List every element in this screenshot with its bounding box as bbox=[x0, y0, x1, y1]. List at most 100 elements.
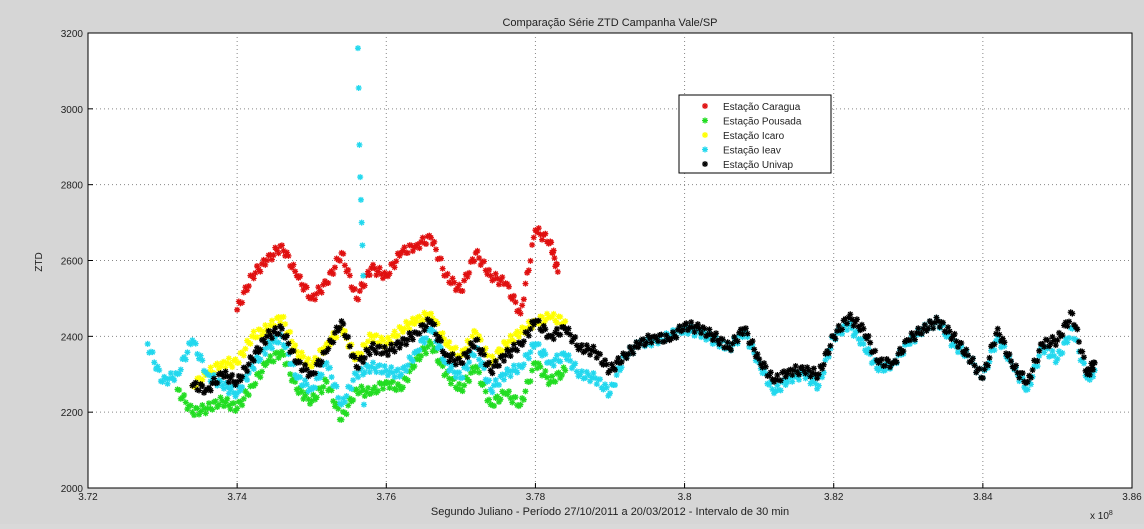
data-point-fill bbox=[602, 381, 609, 388]
data-point-fill bbox=[655, 338, 662, 345]
data-point-fill bbox=[520, 361, 527, 368]
data-point-fill bbox=[802, 375, 809, 382]
data-point-fill bbox=[192, 340, 199, 347]
data-point-fill bbox=[196, 411, 203, 418]
data-point-fill bbox=[507, 332, 514, 339]
data-point-fill bbox=[936, 323, 943, 330]
legend-marker bbox=[702, 146, 708, 153]
data-point-fill bbox=[312, 384, 319, 391]
data-point-fill bbox=[557, 331, 564, 338]
data-point-fill bbox=[333, 324, 340, 331]
data-point-fill bbox=[1066, 318, 1073, 325]
data-point-fill bbox=[179, 394, 186, 401]
data-point bbox=[308, 295, 315, 302]
data-point-fill bbox=[981, 366, 988, 373]
x-axis-label: Segundo Juliano - Período 27/10/2011 a 2… bbox=[431, 506, 789, 518]
data-point-fill bbox=[469, 333, 476, 340]
data-point bbox=[1054, 337, 1061, 344]
data-point-fill bbox=[199, 382, 206, 389]
data-point-fill bbox=[290, 361, 297, 368]
data-point-fill bbox=[512, 394, 519, 401]
data-point-fill bbox=[505, 283, 512, 290]
data-point-fill bbox=[551, 255, 558, 262]
data-point-fill bbox=[255, 349, 262, 356]
data-point-fill bbox=[345, 402, 352, 409]
data-point-fill bbox=[1046, 343, 1053, 350]
data-point bbox=[607, 367, 613, 374]
data-point-fill bbox=[759, 364, 766, 371]
data-point bbox=[353, 371, 360, 378]
data-point-fill bbox=[325, 279, 332, 286]
data-point bbox=[607, 390, 613, 397]
data-point-fill bbox=[663, 332, 670, 339]
data-point-fill bbox=[328, 374, 335, 381]
data-point-fill bbox=[396, 252, 403, 259]
data-point-fill bbox=[456, 355, 463, 362]
data-point-fill bbox=[340, 250, 347, 257]
data-point-fill bbox=[563, 329, 570, 336]
data-point-fill bbox=[850, 322, 857, 329]
data-point-fill bbox=[858, 336, 865, 343]
data-point-fill bbox=[381, 363, 388, 370]
data-point-fill bbox=[388, 341, 395, 348]
data-point-fill bbox=[466, 347, 473, 354]
legend-label: Estação Icaro bbox=[723, 131, 785, 142]
data-point-fill bbox=[895, 350, 902, 357]
data-point-fill bbox=[254, 334, 261, 341]
data-point-fill bbox=[194, 386, 201, 393]
data-point-fill bbox=[691, 328, 698, 335]
data-point-fill bbox=[408, 361, 415, 368]
x-tick-label: 3.78 bbox=[526, 492, 546, 503]
data-point-fill bbox=[376, 362, 383, 369]
data-point bbox=[234, 378, 241, 385]
data-point-fill bbox=[497, 396, 504, 403]
data-point-fill bbox=[177, 366, 184, 373]
data-point-fill bbox=[335, 394, 342, 401]
data-point-fill bbox=[217, 394, 224, 401]
data-point-fill bbox=[436, 334, 443, 341]
data-point-fill bbox=[1086, 376, 1093, 383]
data-point-fill bbox=[370, 359, 377, 366]
data-point-fill bbox=[593, 354, 600, 361]
data-point bbox=[263, 344, 270, 351]
data-point-fill bbox=[1059, 349, 1066, 356]
data-point-fill bbox=[812, 380, 819, 387]
data-point-fill bbox=[958, 343, 965, 350]
data-point bbox=[860, 340, 867, 347]
data-point-fill bbox=[240, 289, 247, 296]
data-point-fill bbox=[237, 387, 244, 394]
data-point-fill bbox=[857, 327, 864, 334]
data-point bbox=[815, 382, 822, 389]
data-point-fill bbox=[471, 368, 478, 375]
data-point-fill bbox=[709, 337, 716, 344]
data-point-fill bbox=[252, 348, 259, 355]
data-point-fill bbox=[270, 358, 277, 365]
data-point-fill bbox=[333, 334, 340, 341]
y-tick-label: 3000 bbox=[61, 105, 84, 116]
data-point-fill bbox=[202, 387, 209, 394]
data-point-fill bbox=[361, 393, 368, 400]
data-point-fill bbox=[1056, 348, 1063, 355]
data-point-fill bbox=[492, 270, 499, 277]
data-point-fill bbox=[572, 334, 579, 341]
data-point-fill bbox=[447, 365, 454, 372]
data-point-fill bbox=[585, 371, 592, 378]
legend-label: Estação Caragua bbox=[723, 102, 801, 113]
data-point-fill bbox=[766, 372, 773, 379]
data-point-fill bbox=[530, 360, 537, 367]
data-point-fill bbox=[689, 324, 696, 331]
data-point-fill bbox=[346, 272, 353, 279]
data-point-fill bbox=[1086, 371, 1093, 378]
data-point-fill bbox=[230, 378, 237, 385]
data-point bbox=[994, 325, 1001, 332]
data-point bbox=[323, 378, 330, 385]
data-point-fill bbox=[419, 321, 426, 328]
data-point-fill bbox=[333, 400, 340, 407]
data-point-fill bbox=[1036, 352, 1043, 359]
data-point bbox=[174, 371, 181, 378]
data-point-fill bbox=[749, 338, 756, 345]
data-point-fill bbox=[331, 264, 338, 271]
data-point-fill bbox=[290, 347, 297, 354]
data-point bbox=[360, 272, 367, 279]
x-tick-label: 3.86 bbox=[1122, 492, 1142, 503]
